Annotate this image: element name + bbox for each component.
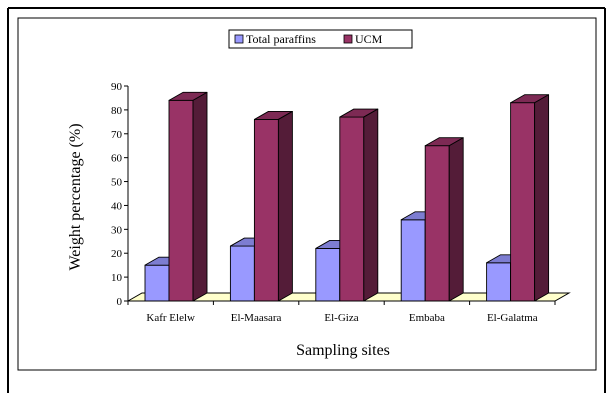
bar-ucm-0 [168, 91, 208, 302]
y-tick-label-60: 60 [111, 153, 123, 165]
y-tick-label-50: 50 [111, 177, 123, 189]
legend-swatch-ucm [343, 34, 353, 44]
x-axis-title: Sampling sites [296, 342, 390, 359]
y-tick-label-10: 10 [111, 272, 123, 284]
y-axis-title: Weight percentage (%) [67, 123, 84, 270]
x-tick-label-4: El-Galatma [487, 312, 538, 324]
legend-swatch-total-paraffins [234, 34, 244, 44]
y-tick-label-30: 30 [111, 224, 123, 236]
bar-ucm-3 [424, 137, 464, 302]
y-tick-label-90: 90 [111, 81, 123, 93]
bar-ucm-4 [510, 94, 550, 302]
plot-area: 0 10 20 30 40 50 60 70 80 90 Kafr Elelw El-Maasara E… [111, 81, 571, 324]
legend-box [228, 29, 413, 49]
x-tick-label-3: Embaba [409, 312, 445, 324]
legend-label-total-paraffins: Total paraffins [246, 32, 316, 46]
y-tick-label-80: 80 [111, 105, 123, 117]
legend-label-ucm: UCM [355, 32, 383, 46]
legend: Total paraffins UCM [228, 29, 413, 49]
bar-ucm-1 [253, 110, 293, 302]
y-tick-label-0: 0 [117, 296, 123, 308]
x-tick-label-0: Kafr Elelw [146, 312, 195, 324]
y-tick-label-70: 70 [111, 129, 123, 141]
bar-ucm-2 [339, 108, 379, 302]
y-tick-label-40: 40 [111, 200, 123, 212]
x-tick-label-1: El-Maasara [231, 312, 282, 324]
x-tick-label-2: El-Giza [324, 312, 358, 324]
chart-area-border [17, 17, 597, 371]
y-tick-label-20: 20 [111, 248, 123, 260]
